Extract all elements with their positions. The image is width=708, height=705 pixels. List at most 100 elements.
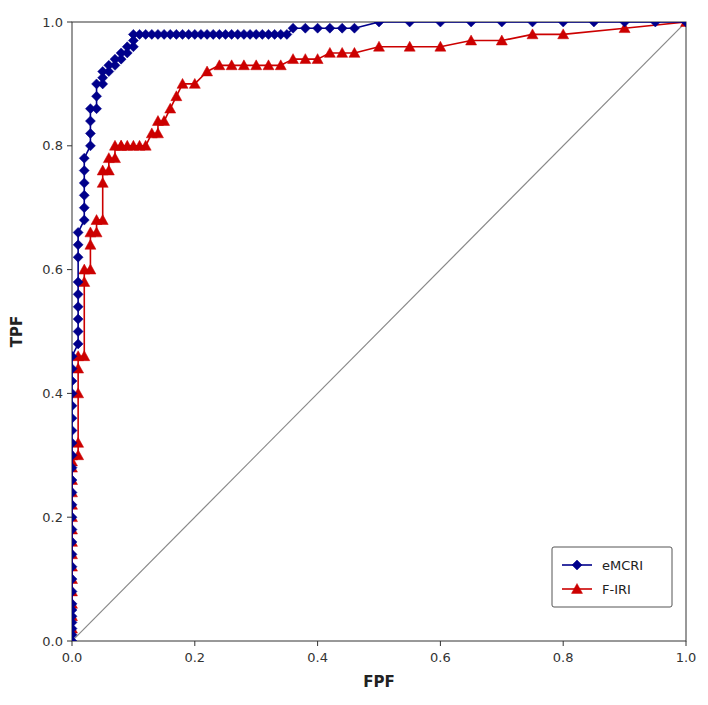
series-marker xyxy=(140,140,151,150)
series-marker xyxy=(79,215,89,225)
legend-label: eMCRI xyxy=(602,558,643,573)
series-marker xyxy=(681,22,687,26)
series-marker xyxy=(374,22,384,27)
series-marker xyxy=(79,351,90,361)
x-tick xyxy=(194,641,195,646)
y-tick xyxy=(67,393,72,394)
legend-marker xyxy=(572,584,583,594)
y-tick-label: 0.0 xyxy=(42,634,63,649)
y-tick xyxy=(67,517,72,518)
series-marker xyxy=(72,512,78,522)
series-marker xyxy=(72,475,78,485)
series-marker xyxy=(72,426,77,436)
series-marker xyxy=(73,289,83,299)
series-marker xyxy=(72,586,77,596)
series-marker xyxy=(97,215,108,225)
series-marker xyxy=(72,536,78,546)
series-marker xyxy=(85,128,95,138)
series-marker xyxy=(337,23,347,33)
series-marker xyxy=(79,178,89,188)
background xyxy=(0,0,708,705)
y-tick xyxy=(67,641,72,642)
legend: eMCRI F-IRI xyxy=(552,547,672,607)
series-marker xyxy=(72,537,77,547)
series-marker xyxy=(73,227,83,237)
series-marker xyxy=(72,401,77,411)
x-tick-label: 0.4 xyxy=(307,650,328,665)
x-tick xyxy=(317,641,318,646)
series xyxy=(72,22,686,641)
y-tick xyxy=(67,22,72,23)
series-marker xyxy=(263,60,274,70)
x-tick-label: 0.0 xyxy=(62,650,83,665)
series-marker xyxy=(288,54,299,64)
series-marker xyxy=(72,599,77,609)
series-marker xyxy=(103,165,114,175)
y-tick xyxy=(67,269,72,270)
series-marker xyxy=(558,29,569,39)
legend-marker xyxy=(572,560,582,570)
series-marker xyxy=(650,22,660,27)
series-marker xyxy=(496,35,507,45)
series-marker xyxy=(300,54,311,64)
series-marker xyxy=(466,22,476,27)
legend-label: F-IRI xyxy=(602,582,631,597)
y-axis-label: TPF xyxy=(8,316,26,347)
series-marker xyxy=(72,388,77,398)
series-marker xyxy=(72,450,77,460)
series-marker xyxy=(72,487,78,497)
series-marker xyxy=(337,47,348,57)
series-marker xyxy=(159,116,170,126)
series-marker xyxy=(92,91,102,101)
y-tick-label: 0.4 xyxy=(42,386,63,401)
x-tick-label: 0.6 xyxy=(430,650,451,665)
series-marker xyxy=(91,227,102,237)
series-marker xyxy=(435,22,445,27)
series-marker xyxy=(405,22,415,27)
series-marker xyxy=(177,78,188,88)
series-marker xyxy=(85,264,96,274)
series-marker xyxy=(72,524,78,534)
series-marker xyxy=(72,549,77,559)
series-marker xyxy=(349,47,360,57)
series-marker xyxy=(404,41,415,51)
series-marker xyxy=(300,23,310,33)
series-marker xyxy=(73,240,83,250)
series-marker xyxy=(466,35,477,45)
y-tick-label: 0.6 xyxy=(42,262,63,277)
series-marker xyxy=(275,60,286,70)
series-marker xyxy=(79,203,89,213)
series-line xyxy=(72,22,686,641)
series-marker xyxy=(374,41,385,51)
series-marker xyxy=(73,252,83,262)
axes: 0.00.20.40.60.81.00.00.20.40.60.81.0 xyxy=(42,15,696,666)
x-tick xyxy=(563,641,564,646)
series-marker xyxy=(72,500,77,510)
x-tick xyxy=(440,641,441,646)
series-marker xyxy=(92,104,102,114)
series-marker xyxy=(251,60,262,70)
series-marker xyxy=(72,351,77,361)
series-marker xyxy=(681,22,686,27)
series-marker xyxy=(288,23,298,33)
series-marker xyxy=(85,239,96,249)
series-marker xyxy=(72,376,77,386)
series-marker xyxy=(85,141,95,151)
series-marker xyxy=(73,302,83,312)
series-marker xyxy=(72,525,77,535)
series-marker xyxy=(72,463,77,473)
series xyxy=(72,22,686,641)
series-marker xyxy=(72,438,77,448)
series-marker xyxy=(72,586,78,596)
series-marker xyxy=(171,91,182,101)
series-marker xyxy=(589,22,599,27)
series-marker xyxy=(97,177,108,187)
series-marker xyxy=(72,512,77,522)
x-axis-label: FPF xyxy=(363,673,395,691)
series-marker xyxy=(226,60,237,70)
series-marker xyxy=(72,364,77,374)
series-marker xyxy=(72,574,78,584)
series-marker xyxy=(152,128,163,138)
x-tick xyxy=(72,641,73,646)
series-marker xyxy=(72,598,78,608)
